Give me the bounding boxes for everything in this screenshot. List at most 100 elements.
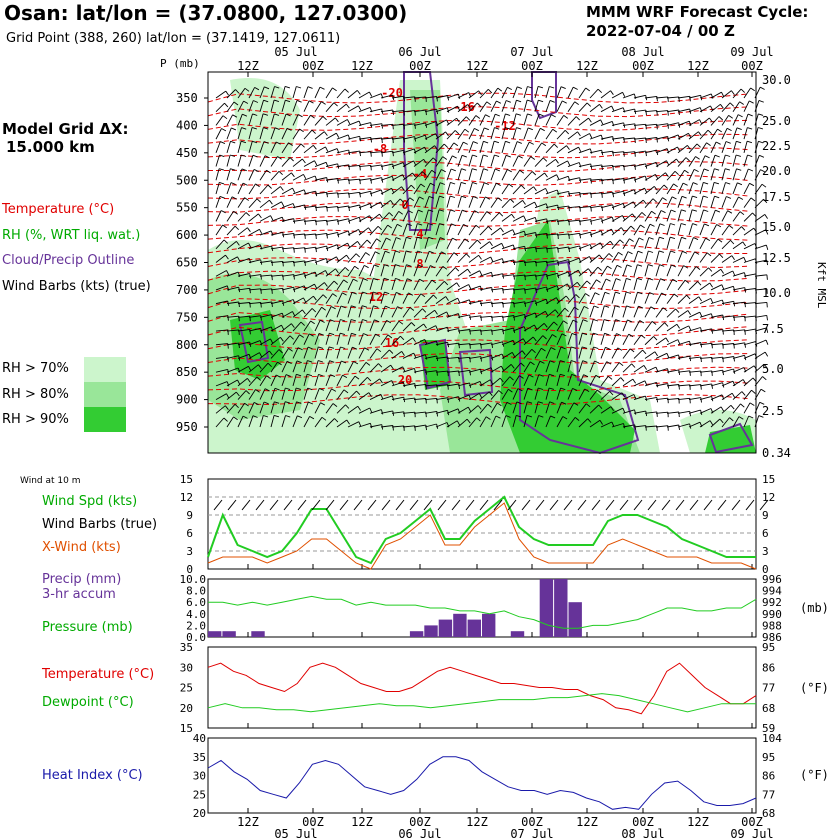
wind-barb-flag <box>502 329 504 335</box>
wind-barb-flag <box>362 319 368 322</box>
wind-barb-flag <box>750 197 756 202</box>
wind-barb <box>446 328 459 332</box>
wind-barb <box>589 178 603 181</box>
wind-barb <box>677 279 686 291</box>
wind-barb <box>446 342 459 346</box>
wind-barb <box>490 390 500 400</box>
wind-barb <box>534 247 548 250</box>
wind-barb-flag <box>648 237 654 240</box>
wind-barb <box>545 272 558 277</box>
wind-barb-flag <box>428 195 434 199</box>
wind-barb-flag <box>254 87 260 91</box>
wind-barb <box>325 293 333 304</box>
wind-barb <box>523 99 528 112</box>
wind-barb-flag <box>384 264 390 267</box>
wind-barb <box>655 307 664 318</box>
right-tick-label: 68 <box>762 807 775 820</box>
wind-barb-flag <box>381 123 383 129</box>
wind-barb <box>688 195 693 208</box>
wind-barb <box>435 422 448 428</box>
wind-barb <box>699 282 711 291</box>
wind-barb <box>600 390 611 400</box>
wind-barb <box>435 266 444 277</box>
wind-barb-flag <box>494 168 500 172</box>
wind-barb <box>567 402 575 414</box>
wind-barb-flag <box>266 169 271 174</box>
wind-barb <box>215 381 228 387</box>
wind-barb <box>259 86 265 99</box>
time-tick-label-bottom: 00Z <box>521 815 543 829</box>
wind-barb-flag <box>714 154 720 158</box>
wind-barb-flag <box>489 241 493 246</box>
wind-barb <box>303 333 310 345</box>
wind-barb <box>369 409 382 414</box>
wind-barb-flag <box>474 210 480 214</box>
wind-barb <box>325 102 335 113</box>
wind-barb-flag <box>241 127 247 130</box>
wind-barb-flag <box>354 265 359 270</box>
wind-barb-flag <box>314 271 318 277</box>
wind-barb <box>347 120 360 126</box>
wind-barb <box>710 314 723 318</box>
wind-barb <box>259 388 266 400</box>
wind-barb-flag <box>505 415 511 418</box>
wind-barb <box>677 108 690 113</box>
wind-barb <box>215 315 228 318</box>
wind-barb <box>446 209 451 222</box>
wind-barb <box>468 380 481 387</box>
wind-barb-flag <box>595 374 601 379</box>
wind-barb-flag <box>594 360 600 364</box>
wind-barb <box>479 315 493 318</box>
wind-barb <box>259 401 265 414</box>
wind-barb-flag <box>622 203 626 209</box>
wind-barb-flag <box>628 333 634 338</box>
wind-barb-flag <box>266 375 271 379</box>
wind-barb <box>611 278 617 291</box>
wind-barb <box>666 209 672 222</box>
wind-barb-flag <box>584 388 590 392</box>
wind-barb <box>732 287 745 291</box>
wind-barb-flag <box>497 197 503 202</box>
wind-barb <box>303 100 310 112</box>
wind-barb <box>380 264 385 277</box>
wind-barb <box>556 387 562 400</box>
wind-barb <box>380 305 386 318</box>
surface-wind-barb <box>563 499 573 511</box>
wind-barb <box>523 141 530 154</box>
wind-barb-flag <box>677 134 681 140</box>
wind-barb <box>391 278 396 291</box>
wind-barb <box>710 91 722 99</box>
wind-barb-flag <box>538 415 544 418</box>
wind-barb-flag <box>347 230 351 236</box>
left-tick-label: 25 <box>180 682 193 695</box>
wind-barb <box>732 154 737 167</box>
wind-barb-flag <box>716 224 722 228</box>
wind-barb-flag <box>538 113 544 117</box>
wind-barb <box>413 308 423 318</box>
wind-barb <box>490 227 501 236</box>
wind-barb-flag <box>458 343 460 349</box>
wind-barb-flag <box>738 416 744 420</box>
wind-barb-flag <box>264 86 270 90</box>
legend-rh90: RH > 90% <box>2 412 69 427</box>
wind-barb <box>435 209 440 222</box>
wind-barb-flag <box>357 241 361 246</box>
wind-barb <box>743 141 748 153</box>
wind-barb-flag <box>736 140 742 144</box>
wind-barb-flag <box>567 160 571 166</box>
wind-barb-flag <box>684 279 690 284</box>
wind-barb-flag <box>467 406 472 412</box>
wind-barb-flag <box>435 133 439 139</box>
wind-barb <box>215 128 222 140</box>
wind-barb <box>743 227 755 236</box>
wind-barb <box>567 257 580 263</box>
wind-barb <box>633 334 642 346</box>
wind-barb-flag <box>763 363 768 369</box>
wind-barb <box>226 127 232 140</box>
wind-barb <box>358 333 364 345</box>
wind-barb <box>512 155 519 167</box>
wind-barb <box>633 251 639 263</box>
wind-barb-flag <box>644 380 648 386</box>
wind-barb-flag <box>394 264 401 267</box>
wind-barb-flag <box>358 105 362 111</box>
